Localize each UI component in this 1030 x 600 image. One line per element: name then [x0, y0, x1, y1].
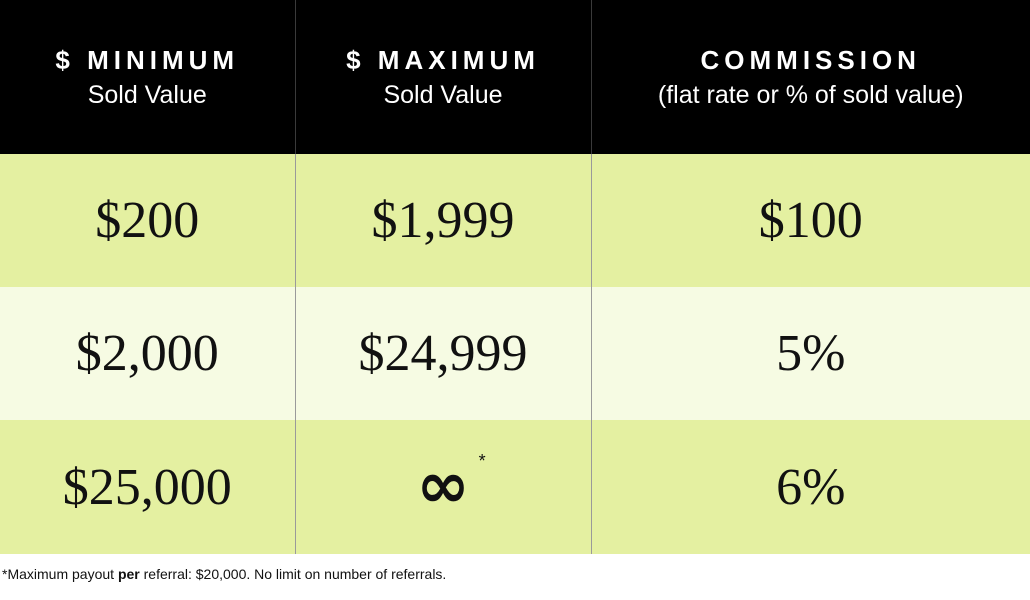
table-row: $25,000 ∞ * 6%	[0, 420, 1030, 554]
header-commission: COMMISSION (flat rate or % of sold value…	[590, 0, 1030, 154]
header-commission-title: COMMISSION	[700, 45, 921, 75]
cell-minimum: $25,000	[62, 458, 232, 516]
cell-minimum: $200	[95, 192, 200, 249]
cell-maximum: ∞ *	[294, 420, 591, 554]
header-maximum-title: $ MAXIMUM	[346, 45, 540, 75]
table-row: $2,000 $24,999 5%	[0, 287, 1030, 420]
table-row: $200 $1,999 $100	[0, 154, 1030, 287]
footnote-text-start: *Maximum payout	[2, 566, 118, 582]
cell-commission: $100	[590, 154, 1030, 287]
header-minimum-title: $ MINIMUM	[55, 45, 240, 75]
header-commission-subtitle: (flat rate or % of sold value)	[657, 81, 964, 109]
footnote-emphasis: per	[117, 566, 140, 582]
table-body: $200 $1,999 $100 $2,000 $24,999 5% $25,0…	[0, 154, 1030, 554]
infinity-symbol: ∞	[416, 449, 470, 523]
footnote: *Maximum payout per referral: $20,000. N…	[2, 566, 446, 582]
commission-table: $ MINIMUM Sold Value $ MAXIMUM Sold Valu…	[0, 0, 1030, 554]
cell-maximum: $1,999	[294, 154, 591, 287]
header-minimum-subtitle: Sold Value	[87, 81, 207, 109]
cell-commission: 6%	[590, 420, 1030, 554]
footnote-marker: *	[478, 451, 486, 471]
table-header: $ MINIMUM Sold Value $ MAXIMUM Sold Valu…	[0, 0, 1030, 154]
cell-commission: 5%	[590, 287, 1030, 420]
header-row: $ MINIMUM Sold Value $ MAXIMUM Sold Valu…	[0, 0, 1030, 154]
header-minimum: $ MINIMUM Sold Value	[0, 0, 295, 154]
cell-maximum: $24,999	[294, 287, 591, 420]
cell-minimum: $2,000	[75, 325, 219, 382]
footnote-text-end: referral: $20,000. No limit on number of…	[139, 566, 447, 582]
header-maximum-subtitle: Sold Value	[383, 81, 503, 109]
header-maximum: $ MAXIMUM Sold Value	[294, 0, 591, 154]
infinity-value: ∞ *	[416, 452, 485, 518]
